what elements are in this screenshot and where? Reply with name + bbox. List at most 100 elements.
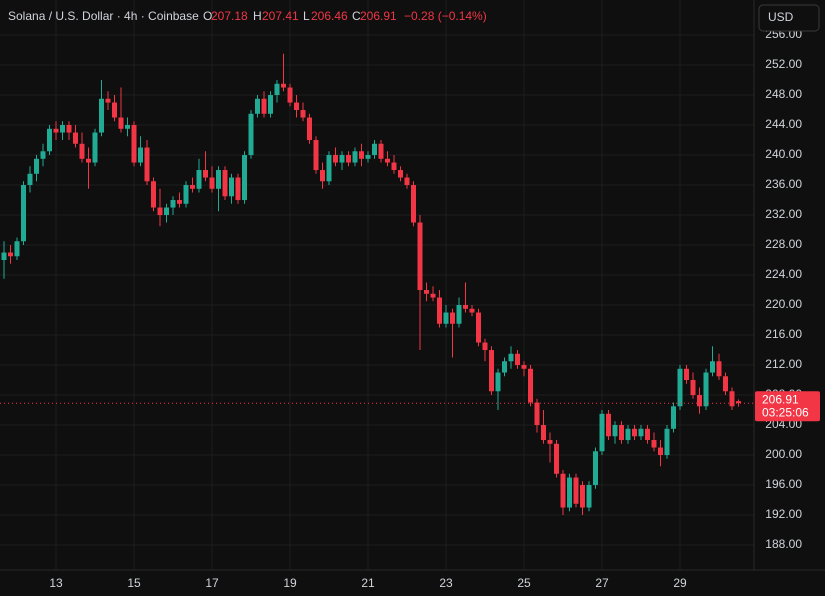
candle-body (502, 361, 507, 373)
candle-body (86, 158, 91, 163)
candle-body (287, 87, 293, 103)
candle-body (489, 350, 494, 392)
candle-body (229, 177, 234, 197)
candle-body (482, 342, 488, 351)
candle-body (333, 155, 338, 163)
candle-body (1, 252, 7, 261)
candle-body (190, 185, 195, 189)
candle-body (534, 402, 540, 426)
candle-body (352, 151, 358, 163)
candle-body (326, 155, 332, 182)
candle-body (47, 128, 52, 152)
x-tick-label: 27 (595, 576, 609, 590)
candle-body (573, 477, 579, 504)
y-tick-label: 248.00 (765, 87, 802, 101)
candle-body (216, 170, 221, 189)
candle-body (684, 368, 689, 381)
currency-label[interactable]: USD (768, 10, 794, 24)
candle-body (378, 143, 384, 159)
candle-body (203, 170, 208, 178)
ohlc-key: C (352, 9, 361, 23)
y-tick-label: 192.00 (765, 507, 802, 521)
candle-body (469, 308, 475, 313)
candle-body (346, 155, 351, 163)
candle-body (40, 151, 46, 159)
candle-body (118, 117, 124, 129)
candle-body (151, 181, 156, 208)
candle-body (60, 125, 65, 133)
last-price-tag (755, 391, 820, 422)
candle-body (736, 401, 741, 404)
candle-body (716, 361, 722, 377)
candle-body (14, 241, 20, 257)
candle-body (365, 155, 371, 159)
candle-body (112, 102, 117, 118)
candle-body (729, 391, 735, 407)
candle-body (281, 83, 286, 88)
candle-body (495, 372, 501, 392)
candle-body (463, 305, 468, 309)
candle-body (547, 440, 553, 444)
candle-body (430, 293, 436, 298)
candle-body (164, 207, 169, 216)
candle-body (638, 428, 644, 437)
candle-body (710, 361, 715, 373)
ohlc-value: 206.46 (311, 9, 348, 23)
axis-labels: 188.00192.00196.00200.00204.00208.00212.… (49, 27, 802, 590)
candle-body (138, 147, 143, 163)
countdown-label: 03:25:06 (762, 405, 809, 419)
candle-body (313, 140, 319, 171)
currency-button[interactable] (758, 4, 820, 32)
candle-body (528, 368, 533, 403)
candle-body (73, 132, 78, 144)
x-tick-label: 19 (283, 576, 297, 590)
candle-body (385, 158, 390, 163)
candle-body (300, 110, 306, 118)
candle-body (723, 376, 728, 392)
x-tick-label: 21 (361, 576, 375, 590)
candle-body (398, 170, 403, 178)
candle-body (242, 155, 247, 201)
x-tick-label: 15 (127, 576, 141, 590)
ohlc-key: O (203, 9, 212, 23)
y-tick-label: 220.00 (765, 297, 802, 311)
candle-body (443, 312, 449, 324)
candle-body (521, 365, 527, 369)
x-tick-label: 23 (439, 576, 453, 590)
symbol-title: Solana / U.S. Dollar · 4h · Coinbase (8, 9, 199, 23)
last-price-label: 206.91 (762, 392, 799, 406)
candle-body (632, 428, 637, 437)
y-tick-label: 196.00 (765, 477, 802, 491)
candle-body (671, 406, 676, 429)
y-tick-label: 216.00 (765, 327, 802, 341)
candle-body (209, 177, 215, 189)
x-tick-label: 17 (205, 576, 219, 590)
candle-body (125, 125, 130, 129)
ohlc-value: 206.91 (360, 9, 397, 23)
candle-body (255, 98, 260, 114)
candle-body (450, 312, 455, 324)
candle-body (612, 425, 618, 437)
candle-body (177, 200, 182, 204)
candle-body (424, 290, 429, 294)
candle-body (476, 312, 481, 343)
candle-body (99, 98, 104, 133)
ohlc-key: H (253, 9, 262, 23)
candle-body (658, 447, 663, 456)
candle-body (79, 143, 85, 159)
candle-body (690, 380, 696, 396)
candle-body (34, 158, 39, 174)
candle-body (586, 485, 592, 508)
y-tick-label: 244.00 (765, 117, 802, 131)
candle-body (8, 252, 13, 257)
x-tick-label: 25 (517, 576, 531, 590)
candle-body (268, 95, 273, 114)
ohlc-value: 207.18 (211, 9, 248, 23)
candle-body (248, 113, 254, 156)
candle-body (105, 98, 111, 103)
ohlc-key: L (303, 9, 310, 23)
candle-body (261, 98, 267, 114)
candle-body (619, 425, 624, 441)
candle-body (580, 485, 585, 508)
candle-body (196, 170, 202, 189)
